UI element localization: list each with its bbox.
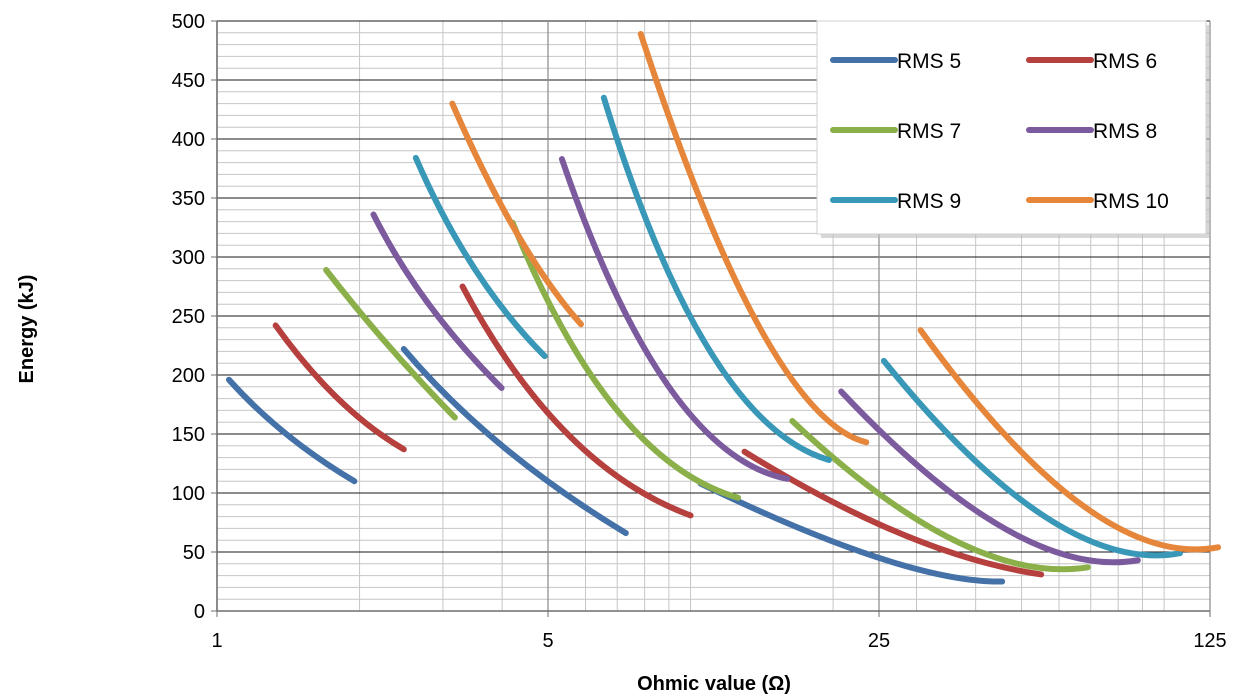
y-tick-label: 500 — [172, 11, 205, 33]
series-line — [637, 30, 870, 446]
y-tick-label: 50 — [183, 542, 205, 564]
series-layer — [225, 30, 1222, 585]
y-tick-label: 250 — [172, 306, 205, 328]
series-line — [880, 357, 1183, 559]
series-line — [323, 266, 458, 421]
y-tick-label: 300 — [172, 247, 205, 269]
series-line — [225, 376, 358, 485]
y-axis-title: Energy (kJ) — [16, 275, 38, 384]
series-rms-5 — [225, 346, 1006, 585]
series-rms-8 — [370, 156, 1141, 566]
x-tick-label: 5 — [542, 630, 553, 652]
legend: RMS 5 RMS 6 RMS 7 RMS 8 RMS 9 RMS 10 — [816, 20, 1210, 238]
y-tick-label: 100 — [172, 483, 205, 505]
series-line — [509, 219, 742, 501]
x-tick-label: 25 — [868, 630, 890, 652]
x-tick-label: 1 — [211, 630, 222, 652]
y-tick-label: 450 — [172, 70, 205, 92]
series-line — [558, 156, 791, 482]
series-rms-7 — [323, 219, 1091, 573]
series-line — [600, 94, 832, 463]
series-line — [459, 283, 694, 519]
series-line — [697, 480, 1006, 585]
ticks: 0 50 100 150 200 250 300 350 400 450 500 1 5 25 125 — [172, 11, 1227, 652]
series-line — [838, 388, 1141, 566]
series-line — [917, 327, 1222, 553]
series-rms-10 — [449, 30, 1222, 553]
y-tick-label: 350 — [172, 188, 205, 210]
series-line — [412, 154, 548, 360]
legend-label: RMS 6 — [1093, 50, 1157, 73]
series-line — [400, 346, 629, 537]
series-line — [449, 100, 584, 328]
x-tick-label: 125 — [1193, 630, 1226, 652]
legend-label: RMS 7 — [897, 120, 961, 143]
legend-label: RMS 9 — [897, 190, 961, 213]
legend-label: RMS 10 — [1093, 190, 1169, 213]
legend-label: RMS 5 — [897, 50, 961, 73]
series-line — [789, 418, 1091, 573]
legend-label: RMS 8 — [1093, 120, 1157, 143]
y-tick-label: 200 — [172, 365, 205, 387]
y-tick-label: 400 — [172, 129, 205, 151]
y-tick-label: 150 — [172, 424, 205, 446]
series-line — [272, 322, 407, 453]
series-line — [370, 211, 505, 391]
y-tick-label: 0 — [194, 601, 205, 623]
x-axis-title: Ohmic value (Ω) — [637, 673, 791, 695]
series-rms-9 — [412, 94, 1183, 559]
